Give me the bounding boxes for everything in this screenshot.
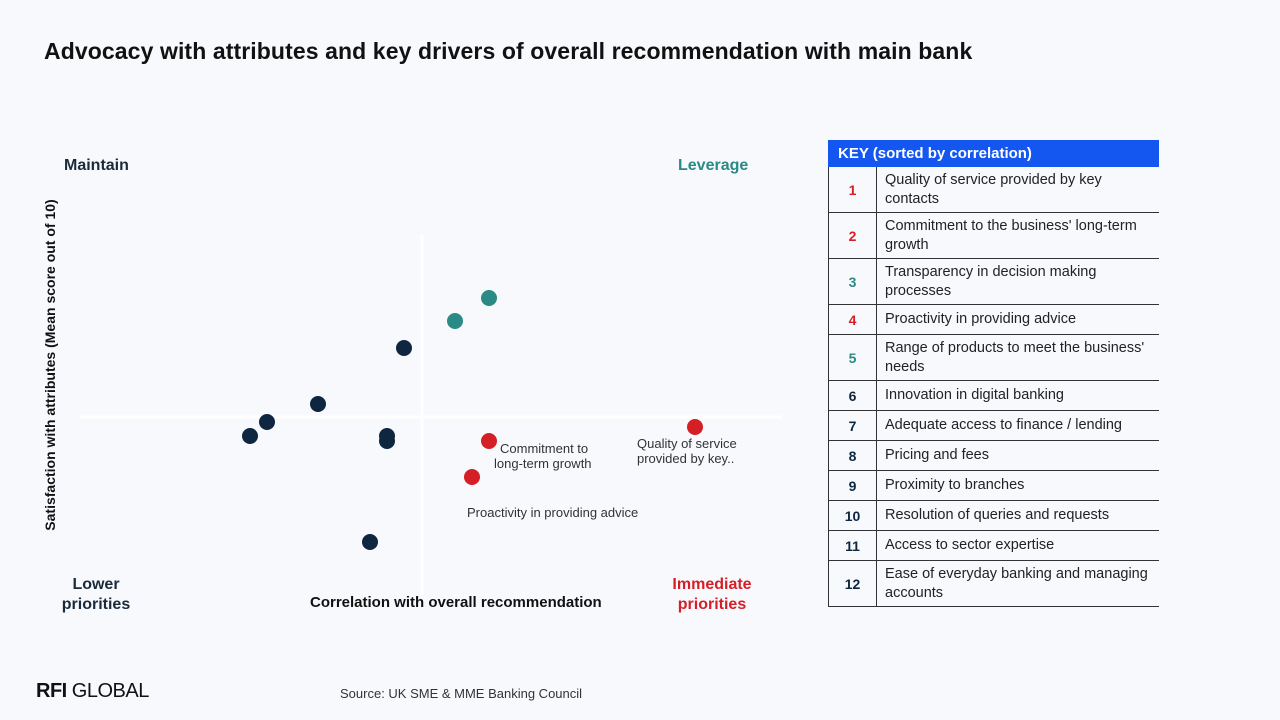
quadrant-label-leverage: Leverage (678, 157, 749, 174)
data-point-2 (481, 433, 497, 449)
data-point-4 (464, 469, 480, 485)
source-note: Source: UK SME & MME Banking Council (340, 686, 583, 701)
logo-rest: GLOBAL (66, 680, 150, 702)
data-point-8 (259, 414, 275, 430)
key-header: KEY (sorted by correlation) (828, 140, 1159, 167)
key-number: 11 (829, 531, 877, 560)
key-number: 2 (829, 213, 877, 258)
point-label-2-line-2: long-term growth (494, 456, 592, 471)
quadrant-label-maintain: Maintain (64, 157, 129, 174)
quadrant-label-lower-priorities: Lower priorities (61, 576, 131, 613)
point-label-4-line-1: Proactivity in providing advice (467, 505, 638, 520)
x-axis-label: Correlation with overall recommendation (310, 594, 602, 611)
key-text: Adequate access to finance / lending (885, 417, 1122, 433)
key-number: 5 (829, 335, 877, 380)
key-row-12: 12 Ease of everyday banking and managing … (828, 561, 1159, 607)
key-row-6: 6 Innovation in digital banking (828, 381, 1159, 411)
data-point-9 (242, 428, 258, 444)
key-number: 12 (829, 561, 877, 606)
data-point-7 (310, 396, 326, 412)
key-text: Range of products to meet the business' … (885, 339, 1145, 375)
key-row-7: 7 Adequate access to finance / lending (828, 411, 1159, 441)
key-row-2: 2 Commitment to the business' long-term g… (828, 213, 1159, 259)
key-row-5: 5 Range of products to meet the business'… (828, 335, 1159, 381)
point-label-1-line-2: provided by key.. (637, 451, 734, 466)
key-number: 9 (829, 471, 877, 500)
key-text: Access to sector expertise (885, 537, 1055, 553)
key-text: Innovation in digital banking (885, 387, 1064, 403)
key-number: 1 (829, 167, 877, 212)
key-row-9: 9 Proximity to branches (828, 471, 1159, 501)
quadrant-label-immediate-priorities: Immediate priorities (672, 576, 752, 613)
data-point-6 (396, 340, 412, 356)
point-label-2-line-1: Commitment to (500, 441, 588, 456)
data-point-1 (687, 419, 703, 435)
logo-bold: RFI (36, 680, 67, 702)
key-text: Ease of everyday banking and managing ac… (885, 565, 1148, 601)
key-row-8: 8 Pricing and fees (828, 441, 1159, 471)
key-row-4: 4 Proactivity in providing advice (828, 305, 1159, 335)
page-title: Advocacy with attributes and key drivers… (44, 38, 973, 64)
key-number: 3 (829, 259, 877, 304)
data-point-3 (481, 290, 497, 306)
key-table: KEY (sorted by correlation) 1 Quality of … (828, 140, 1159, 607)
key-row-3: 3 Transparency in decision making process… (828, 259, 1159, 305)
data-point-5 (447, 313, 463, 329)
key-number: 4 (829, 305, 877, 334)
key-text: Quality of service provided by key conta… (885, 171, 1102, 207)
data-point-12 (362, 534, 378, 550)
point-label-1-line-1: Quality of service (637, 436, 737, 451)
key-text: Pricing and fees (885, 447, 989, 463)
key-text: Proximity to branches (885, 477, 1025, 493)
key-row-10: 10 Resolution of queries and requests (828, 501, 1159, 531)
key-number: 7 (829, 411, 877, 440)
key-number: 10 (829, 501, 877, 530)
key-row-11: 11 Access to sector expertise (828, 531, 1159, 561)
key-row-1: 1 Quality of service provided by key cont… (828, 167, 1159, 213)
data-point-11 (379, 433, 395, 449)
key-text: Proactivity in providing advice (885, 311, 1077, 327)
key-number: 8 (829, 441, 877, 470)
rfi-global-logo: RFI GLOBAL (36, 680, 149, 703)
key-text: Commitment to the business' long-term gr… (885, 217, 1137, 253)
key-text: Resolution of queries and requests (885, 507, 1110, 523)
key-rows: 1 Quality of service provided by key cont… (828, 167, 1159, 607)
key-number: 6 (829, 381, 877, 410)
key-text: Transparency in decision making processe… (885, 263, 1097, 299)
